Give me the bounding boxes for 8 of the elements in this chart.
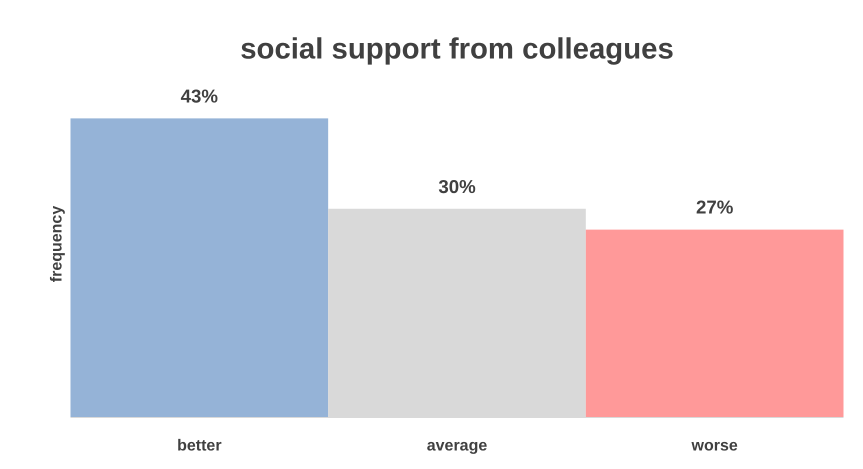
x-tick-label: average	[426, 438, 488, 454]
chart-title: social support from colleagues	[240, 32, 674, 66]
y-axis-title: frequency	[48, 206, 66, 282]
x-tick-label: better	[177, 438, 222, 454]
data-label: 30%	[438, 176, 476, 197]
data-label: 43%	[180, 85, 218, 106]
data-label: 27%	[696, 196, 734, 218]
x-tick-label: worse	[690, 438, 738, 454]
